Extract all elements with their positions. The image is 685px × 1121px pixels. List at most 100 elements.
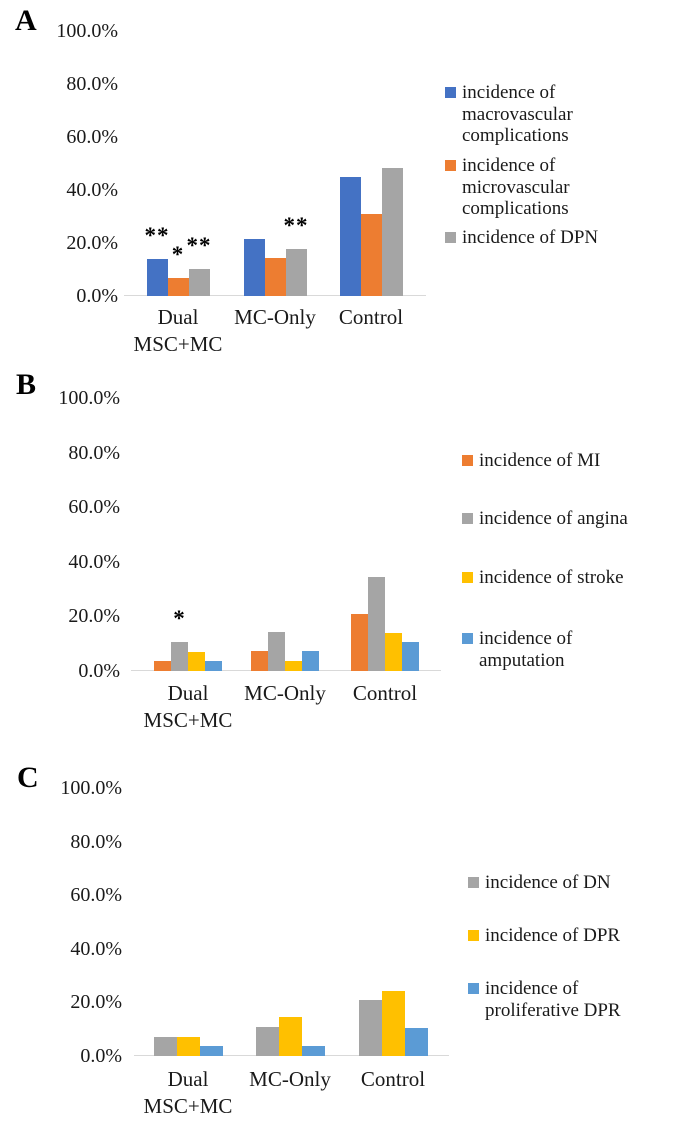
bar-slot [278,1017,302,1056]
bar [199,1046,223,1056]
bar-slot [171,642,188,671]
bar-slot [402,642,419,671]
bar [251,651,268,671]
bar [301,1045,325,1056]
bar-slot [385,632,402,671]
bar-slot [381,991,405,1056]
y-tick-label: 0.0% [76,285,118,307]
bar [154,661,171,671]
bar [385,632,402,671]
bar [402,642,419,671]
bar [381,168,403,296]
legend-item: incidence of stroke [462,567,624,589]
panel-letter-C: C [17,761,39,794]
bar [368,576,385,671]
plot-area-A: ** * ** ** [124,31,426,296]
legend-label: incidence of proliferative DPR [485,978,621,1021]
panel-A: A 100.0% 80.0% 60.0% 40.0% 20.0% 0.0% ** * ** **… [0,0,685,362]
bar-slot [146,259,168,296]
x-category-label: Control [338,305,404,329]
panel-letter-B: B [16,368,37,401]
bar [302,651,319,671]
significance-marker: ** [144,223,170,249]
x-category-label: MC-Only [244,681,326,705]
y-tick-label: 0.0% [78,659,120,682]
y-tick-label: 80.0% [66,73,118,95]
bar [255,1026,279,1056]
legend-item: incidence of amputation [462,628,572,671]
legend-label: incidence of DPN [462,227,599,248]
bar-slot [188,651,205,671]
significance-marker: * [171,241,185,267]
legend-label: incidence of amputation [479,628,573,671]
legend-item: incidence of DPN [445,227,598,249]
y-tick-label: 100.0% [56,20,118,42]
bar [146,259,168,296]
bar-slot [264,258,286,296]
legend-item: incidence of angina [462,508,628,530]
bar-group [255,1017,325,1056]
y-tick-label: 40.0% [68,550,120,573]
bar-group [351,576,419,671]
bar-slot [188,268,210,296]
bar-slot [153,1037,177,1056]
legend-swatch [468,930,479,941]
legend-label: incidence of angina [479,508,628,529]
y-tick-label: 100.0% [58,387,120,409]
y-tick-label: 80.0% [68,441,120,464]
y-tick-label: 20.0% [68,605,120,627]
legend-item: incidence of DN [468,872,611,894]
x-category-label: Dual MSC+MC [143,681,233,732]
bar [188,268,210,296]
plot-area-C [134,788,449,1056]
bar-slot [339,177,361,296]
bar-slot [243,239,265,296]
bar [351,614,368,671]
y-tick-label: 60.0% [70,884,122,906]
y-tick-label: 80.0% [70,830,122,853]
bar [360,213,382,296]
bar-slot [381,168,403,296]
legend-swatch [445,232,456,243]
legend-label: incidence of microvascular complications [462,155,570,219]
bar [153,1037,177,1056]
legend-swatch [462,455,473,466]
bar [285,248,307,296]
bar [404,1027,428,1056]
legend-label: incidence of DN [485,872,611,893]
legend-item: incidence of microvascular complications [445,155,570,220]
bar-slot [302,651,319,671]
y-tick-label: 60.0% [68,496,120,518]
bar-slot [268,631,285,671]
bar-slot [199,1046,223,1056]
legend-label: incidence of macrovascular complications [462,82,573,146]
panel-B: B 100.0% 80.0% 60.0% 40.0% 20.0% 0.0% * Dual … [0,362,685,752]
bar [171,642,188,671]
bar [205,661,222,671]
bar-group [243,239,307,296]
legend-swatch [462,633,473,644]
significance-marker: ** [283,212,309,238]
legend-swatch [462,572,473,583]
panel-letter-A: A [15,4,37,37]
legend-swatch [445,87,456,98]
bar-slot [301,1045,325,1056]
significance-marker: * [173,606,186,632]
bar-group [358,991,428,1056]
bar-slot [167,277,189,296]
legend-label: incidence of MI [479,450,601,471]
bar-slot [404,1027,428,1056]
significance-marker: ** [186,232,212,258]
bar [268,631,285,671]
bar-slot [176,1037,200,1056]
y-tick-label: 20.0% [66,232,118,254]
panel-C: C 100.0% 80.0% 60.0% 40.0% 20.0% 0.0% Dual MS… [0,752,685,1121]
y-tick-label: 60.0% [66,126,118,148]
bar-slot [285,248,307,296]
bar-group [153,1037,223,1056]
bar-group [146,259,210,296]
bar-slot [358,1000,382,1056]
bar [339,177,361,296]
bar [285,660,302,671]
